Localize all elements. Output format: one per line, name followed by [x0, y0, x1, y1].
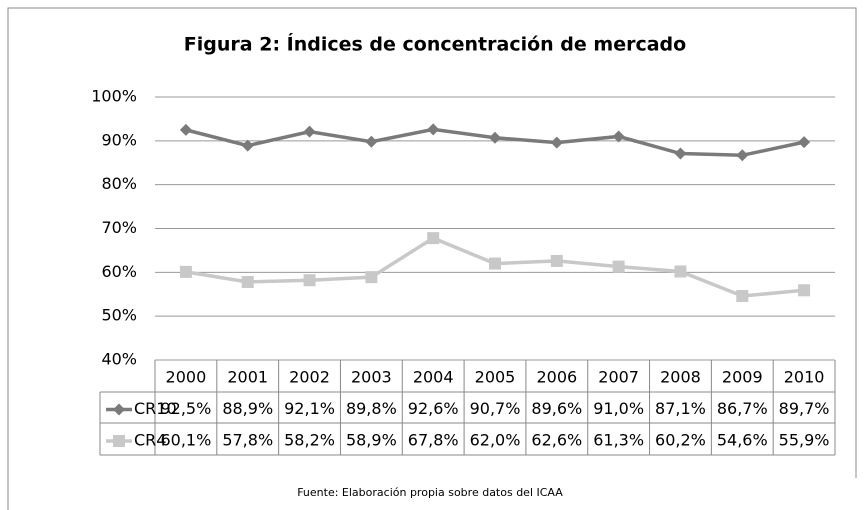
marker: [427, 232, 440, 245]
marker: [303, 125, 316, 138]
data-label: 90,7%: [470, 399, 521, 418]
data-label: 54,6%: [717, 431, 768, 450]
x-tick-label: 2000: [166, 368, 207, 387]
data-label: 58,9%: [346, 431, 397, 450]
x-tick-label: 2007: [598, 368, 639, 387]
data-label: 62,6%: [531, 431, 582, 450]
marker: [612, 260, 625, 273]
legend-label: CR10: [134, 399, 177, 418]
data-label: 67,8%: [408, 431, 459, 450]
marker: [303, 274, 316, 287]
marker: [113, 403, 125, 416]
marker: [612, 130, 625, 143]
marker: [674, 265, 687, 278]
marker: [736, 290, 749, 303]
data-label: 60,1%: [160, 431, 211, 450]
marker: [179, 123, 192, 136]
data-label: 92,1%: [284, 399, 335, 418]
marker: [241, 275, 254, 288]
x-tick-label: 2004: [413, 368, 454, 387]
marker: [736, 149, 749, 162]
data-label: 60,2%: [655, 431, 706, 450]
data-label: 89,7%: [779, 399, 830, 418]
marker: [550, 254, 563, 267]
y-tick-label: 100%: [91, 87, 137, 106]
data-label: 61,3%: [593, 431, 644, 450]
marker: [798, 284, 811, 297]
marker: [365, 271, 378, 284]
data-label: 92,5%: [160, 399, 211, 418]
y-tick-label: 80%: [101, 174, 137, 193]
marker: [550, 136, 563, 149]
marker: [798, 136, 811, 149]
x-tick-label: 2009: [722, 368, 763, 387]
x-tick-label: 2006: [536, 368, 577, 387]
marker: [489, 257, 501, 270]
x-tick-label: 2005: [475, 368, 516, 387]
data-label: 86,7%: [717, 399, 768, 418]
data-label: 89,6%: [531, 399, 582, 418]
x-tick-label: 2001: [227, 368, 268, 387]
marker: [427, 123, 440, 136]
y-tick-label: 50%: [101, 306, 137, 325]
data-label: 88,9%: [222, 399, 273, 418]
marker: [179, 265, 192, 278]
frame: [7, 7, 857, 510]
marker: [241, 139, 254, 152]
data-label: 87,1%: [655, 399, 706, 418]
marker: [674, 147, 687, 160]
x-tick-label: 2008: [660, 368, 701, 387]
data-label: 89,8%: [346, 399, 397, 418]
data-label: 55,9%: [779, 431, 830, 450]
marker: [489, 131, 501, 144]
source-note: Fuente: Elaboración propia sobre datos d…: [297, 486, 563, 499]
y-tick-label: 90%: [101, 130, 137, 149]
x-tick-label: 2010: [784, 368, 825, 387]
y-tick-label: 70%: [101, 218, 137, 237]
data-label: 91,0%: [593, 399, 644, 418]
x-tick-label: 2002: [289, 368, 330, 387]
marker: [113, 435, 125, 447]
y-tick-label: 40%: [101, 350, 137, 369]
legend-label: CR4: [134, 431, 166, 450]
data-label: 62,0%: [470, 431, 521, 450]
data-label: 92,6%: [408, 399, 459, 418]
marker: [365, 135, 378, 148]
x-tick-label: 2003: [351, 368, 392, 387]
y-tick-label: 60%: [101, 262, 137, 281]
data-label: 57,8%: [222, 431, 273, 450]
chart-title: Figura 2: Índices de concentración de me…: [184, 33, 686, 56]
data-label: 58,2%: [284, 431, 335, 450]
